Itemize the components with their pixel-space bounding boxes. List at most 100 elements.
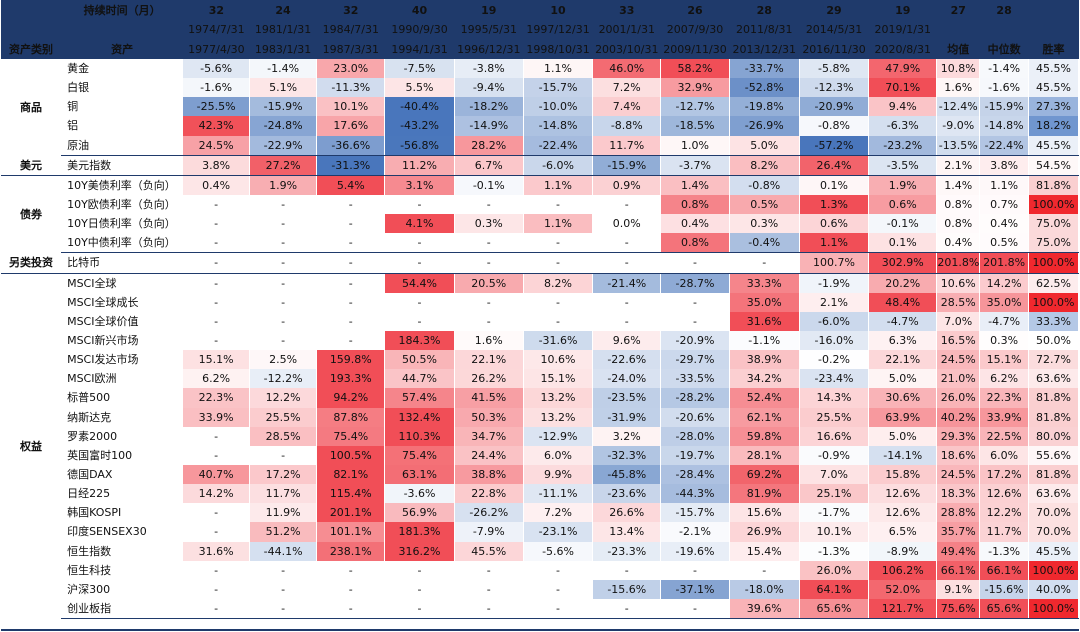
return-cell: -3.8% (454, 59, 524, 79)
return-cell: - (183, 233, 250, 254)
win-rate-cell: 81.8% (1028, 175, 1079, 195)
return-cell: 106.2% (868, 560, 938, 580)
return-cell: 46.0% (592, 59, 662, 79)
duration-cell: 24 (249, 0, 317, 20)
return-cell: 15.4% (729, 541, 800, 561)
return-cell: 27.2% (249, 155, 318, 176)
return-cell: 1.1% (799, 233, 870, 254)
start-date-cell: 2019/1/31 (868, 20, 937, 39)
return-cell: 24.5% (183, 135, 250, 156)
return-cell: - (523, 252, 594, 274)
asset-name-cell: 英国富时100 (67, 448, 133, 462)
return-cell: 0.3% (729, 214, 800, 234)
return-cell: 2.5% (249, 350, 318, 370)
return-cell: - (592, 311, 662, 331)
return-cell: 7.2% (523, 503, 594, 523)
start-date-cell: 2001/1/31 (592, 20, 661, 39)
return-cell: 1.4% (660, 175, 730, 195)
return-cell: 14.2% (183, 484, 250, 504)
asset-name-cell: 铜 (67, 100, 79, 114)
return-cell: -0.4% (729, 233, 800, 254)
return-cell: -25.5% (183, 97, 250, 117)
table-row: 纳斯达克 33.9% 25.5% 87.8% 132.4% 50.3% 13.2% -31.9… (1, 407, 1079, 427)
end-date-cell: 2013/12/31 (729, 39, 800, 59)
return-cell: 13.2% (523, 407, 594, 427)
return-cell: 7.4% (592, 97, 662, 117)
median-cell: 33.9% (979, 407, 1030, 427)
return-cell: 20.2% (868, 273, 938, 293)
mean-cell: 201.8% (936, 252, 981, 274)
start-date-cell: 2014/5/31 (799, 20, 869, 39)
median-cell: 201.8% (979, 252, 1030, 274)
table-row: MSCI新兴市场 - - -184.3% 1.6% -31.6% 9.6% -20.9% -1.… (1, 330, 1079, 351)
return-cell: - (316, 273, 386, 293)
return-cell: -28.0% (660, 426, 730, 446)
return-cell: 25.5% (249, 407, 318, 427)
return-cell: 62.1% (729, 407, 800, 427)
return-cell: 10.1% (316, 97, 386, 117)
table-row: 10Y日债利率（负向） - - -4.1% 0.3% 1.1% 0.0% 0.4% 0.3% 0.… (1, 214, 1079, 234)
return-cell: 6.5% (868, 522, 938, 542)
return-cell: -40.4% (384, 97, 455, 117)
win-rate-cell: 45.5% (1028, 541, 1079, 561)
table-row: 恒生指数 31.6% -44.1% 238.1% 316.2% 45.5% -5.6% -23… (1, 541, 1079, 561)
return-cell: 17.6% (316, 116, 386, 136)
asset-name-cell: MSCI全球 (67, 276, 117, 290)
median-cell: 0.4% (979, 214, 1030, 234)
return-cell: -56.8% (384, 135, 455, 156)
return-cell: - (660, 560, 730, 580)
return-cell: 20.5% (454, 273, 524, 293)
return-cell: -0.1% (868, 214, 938, 234)
win-rate-cell: 50.0% (1028, 330, 1079, 351)
win-rate-cell: 100.0% (1028, 194, 1079, 215)
return-cell: 1.0% (660, 135, 730, 156)
asset-name-cell: MSCI全球价值 (67, 314, 139, 328)
asset-name-cell: 纳斯达克 (67, 410, 112, 424)
return-cell: 47.9% (868, 59, 938, 79)
return-cell: - (729, 252, 800, 274)
duration-cell: 28 (729, 0, 800, 20)
return-cell: 69.2% (729, 464, 800, 485)
return-cell: -11.1% (523, 484, 594, 504)
asset-name-cell: 白银 (67, 81, 90, 95)
win-rate-cell: 75.0% (1028, 233, 1079, 254)
median-cell: 1.1% (979, 175, 1030, 195)
median-cell: 0.5% (979, 233, 1030, 254)
return-cell: -31.9% (592, 407, 662, 427)
return-cell: -33.7% (729, 59, 800, 79)
return-cell: 52.4% (729, 388, 800, 408)
return-cell: 3.8% (183, 155, 250, 176)
return-cell: - (183, 522, 250, 542)
table-row: 铜 -25.5% -15.9% 10.1% -40.4% -18.2% -10.0% 7.4%… (1, 97, 1079, 117)
win-rate-cell: 40.0% (1028, 579, 1079, 599)
median-cell: -1.3% (979, 541, 1030, 561)
mean-cell: -12.4% (936, 97, 981, 117)
return-cell: 63.1% (384, 464, 455, 485)
table-row: MSCI全球价值 - - - - - - - -31.6% -6.0% -4.7% 7.0% -4.7%… (1, 311, 1079, 331)
asset-name-cell: 恒生指数 (67, 544, 112, 558)
return-cell: -12.7% (660, 97, 730, 117)
return-cell: 132.4% (384, 407, 455, 427)
mean-cell: 26.0% (936, 388, 981, 408)
median-cell: 12.2% (979, 503, 1030, 523)
mean-cell: 0.8% (936, 214, 981, 234)
return-cell: - (249, 273, 318, 293)
return-cell: - (384, 560, 455, 580)
asset-name-cell: 10Y美债利率（负向） (67, 178, 176, 192)
mean-cell: 1.4% (936, 175, 981, 195)
return-cell: -28.4% (660, 464, 730, 485)
median-cell: 14.2% (979, 273, 1030, 293)
asset-name-cell: 创业板指 (61, 598, 184, 620)
return-cell: 15.6% (729, 503, 800, 523)
return-cell: -3.5% (868, 155, 938, 176)
win-rate-cell: 100.0% (1028, 252, 1079, 274)
end-date-cell: 2016/11/30 (799, 39, 869, 59)
return-cell: - (249, 598, 318, 620)
return-cell: 33.9% (183, 407, 250, 427)
start-date-cell: 1984/7/31 (316, 20, 385, 39)
median-cell: 35.0% (979, 292, 1030, 312)
return-cell: 26.0% (799, 560, 870, 580)
return-cell: -18.5% (660, 116, 730, 136)
win-rate-cell: 63.6% (1028, 369, 1079, 389)
return-cell: - (592, 292, 662, 312)
